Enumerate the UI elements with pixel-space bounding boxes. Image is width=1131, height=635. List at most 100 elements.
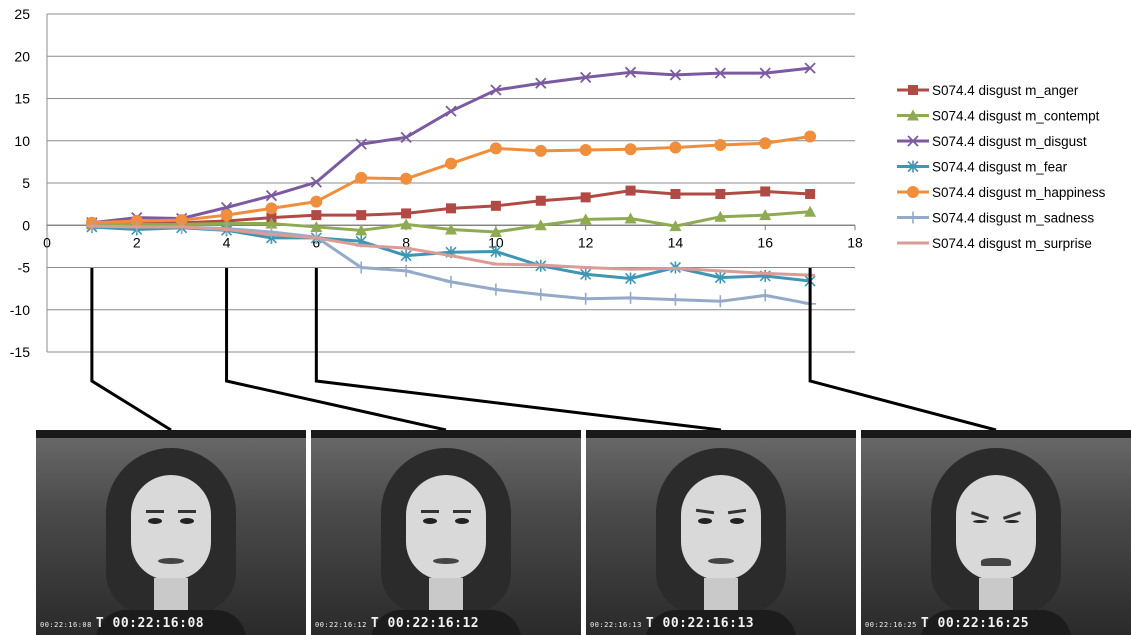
legend-label: S074.4 disgust m_surprise xyxy=(932,236,1092,251)
x-tick-label: 12 xyxy=(578,234,594,250)
x-tick-label: 18 xyxy=(847,234,863,250)
data-point xyxy=(401,208,412,219)
x-tick-label: 14 xyxy=(668,234,684,250)
data-point xyxy=(669,220,682,232)
gridlines xyxy=(47,13,855,353)
timecode-label: 00:22:16:25 T 00:22:16:25 xyxy=(865,616,1030,631)
data-point xyxy=(624,272,637,285)
y-tick-label: 5 xyxy=(22,175,30,191)
data-point xyxy=(804,130,817,143)
legend-swatch-marker xyxy=(907,135,919,147)
data-point xyxy=(624,143,637,156)
data-point xyxy=(759,67,771,79)
y-tick-label: -10 xyxy=(10,302,30,318)
legend: S074.4 disgust m_anger S074.4 disgust m_c… xyxy=(897,83,1106,251)
legend-item: S074.4 disgust m_sadness xyxy=(897,211,1094,226)
data-point xyxy=(489,283,502,296)
data-point xyxy=(715,188,726,199)
data-point xyxy=(220,209,233,222)
y-tick-label: 20 xyxy=(14,48,30,64)
data-point xyxy=(489,142,502,155)
data-point xyxy=(311,210,322,221)
data-point xyxy=(714,138,727,151)
face-frame-2: 00:22:16:12 T 00:22:16:12 xyxy=(311,430,581,635)
data-point xyxy=(759,137,772,150)
data-point xyxy=(670,188,681,199)
x-tick-label: 10 xyxy=(488,234,504,250)
data-point xyxy=(310,176,322,188)
data-point xyxy=(265,190,278,202)
data-point xyxy=(804,205,817,217)
legend-label: S074.4 disgust m_anger xyxy=(932,83,1079,98)
legend-label: S074.4 disgust m_contempt xyxy=(932,109,1100,124)
y-tick-label: -5 xyxy=(18,260,31,276)
data-point xyxy=(355,261,368,274)
series-6 xyxy=(86,224,816,277)
data-point xyxy=(759,209,772,221)
face-frame-4: 00:22:16:25 T 00:22:16:25 xyxy=(861,430,1131,635)
connector-line xyxy=(808,268,997,430)
data-point xyxy=(490,200,501,211)
y-tick-label: -15 xyxy=(10,344,30,360)
legend-item: S074.4 disgust m_happiness xyxy=(897,185,1106,200)
data-point xyxy=(400,249,412,262)
data-point xyxy=(714,67,726,79)
x-tick-label: 0 xyxy=(43,234,51,250)
data-point xyxy=(669,69,682,81)
legend-swatch-marker xyxy=(907,211,919,224)
face-frame-3: 00:22:16:13 T 00:22:16:13 xyxy=(586,430,856,635)
x-tick-label: 8 xyxy=(402,234,410,250)
series-4 xyxy=(85,130,817,229)
legend-item: S074.4 disgust m_contempt xyxy=(897,109,1100,124)
data-point xyxy=(624,66,637,78)
y-tick-label: 10 xyxy=(14,133,30,149)
data-point xyxy=(580,192,591,203)
series-line xyxy=(91,224,811,306)
data-point xyxy=(400,172,413,185)
data-point xyxy=(535,195,546,206)
series-layer xyxy=(85,62,817,310)
frame-connectors xyxy=(90,268,997,430)
timecode-label: 00:22:16:13 T 00:22:16:13 xyxy=(590,616,755,631)
data-point xyxy=(489,226,502,238)
legend-label: S074.4 disgust m_sadness xyxy=(932,211,1094,226)
legend-item: S074.4 disgust m_anger xyxy=(897,83,1079,98)
y-tick-label: 15 xyxy=(14,91,30,107)
data-point xyxy=(356,210,367,221)
data-point xyxy=(265,202,278,215)
data-point xyxy=(534,288,547,301)
legend-label: S074.4 disgust m_disgust xyxy=(932,134,1087,149)
timecode-label: 00:22:16:12 T 00:22:16:12 xyxy=(315,616,480,631)
data-point xyxy=(400,218,413,230)
timecode-label: 00:22:16:08 T 00:22:16:08 xyxy=(40,616,205,631)
data-point xyxy=(490,245,502,258)
series-0 xyxy=(86,185,816,229)
data-point xyxy=(400,264,413,277)
data-point xyxy=(579,144,592,157)
data-point xyxy=(804,62,816,74)
legend-swatch-marker xyxy=(908,85,918,95)
data-point xyxy=(310,195,323,208)
connector-line xyxy=(225,268,447,430)
data-point xyxy=(805,188,816,199)
data-point xyxy=(310,220,323,232)
data-point xyxy=(624,212,637,224)
x-tick-label: 4 xyxy=(223,234,231,250)
data-point xyxy=(624,291,637,304)
legend-swatch-marker xyxy=(907,109,919,121)
data-point xyxy=(445,157,457,170)
data-point xyxy=(760,186,771,197)
data-point xyxy=(714,295,727,308)
data-point xyxy=(534,219,547,231)
data-point xyxy=(355,171,368,184)
data-point xyxy=(535,77,547,89)
legend-item: S074.4 disgust m_fear xyxy=(897,160,1068,175)
data-point xyxy=(579,213,592,225)
data-point xyxy=(446,203,456,214)
data-point xyxy=(580,71,592,84)
legend-swatch-marker xyxy=(907,186,919,198)
data-point xyxy=(669,293,682,306)
legend-label: S074.4 disgust m_fear xyxy=(932,160,1068,175)
data-point xyxy=(400,131,412,144)
